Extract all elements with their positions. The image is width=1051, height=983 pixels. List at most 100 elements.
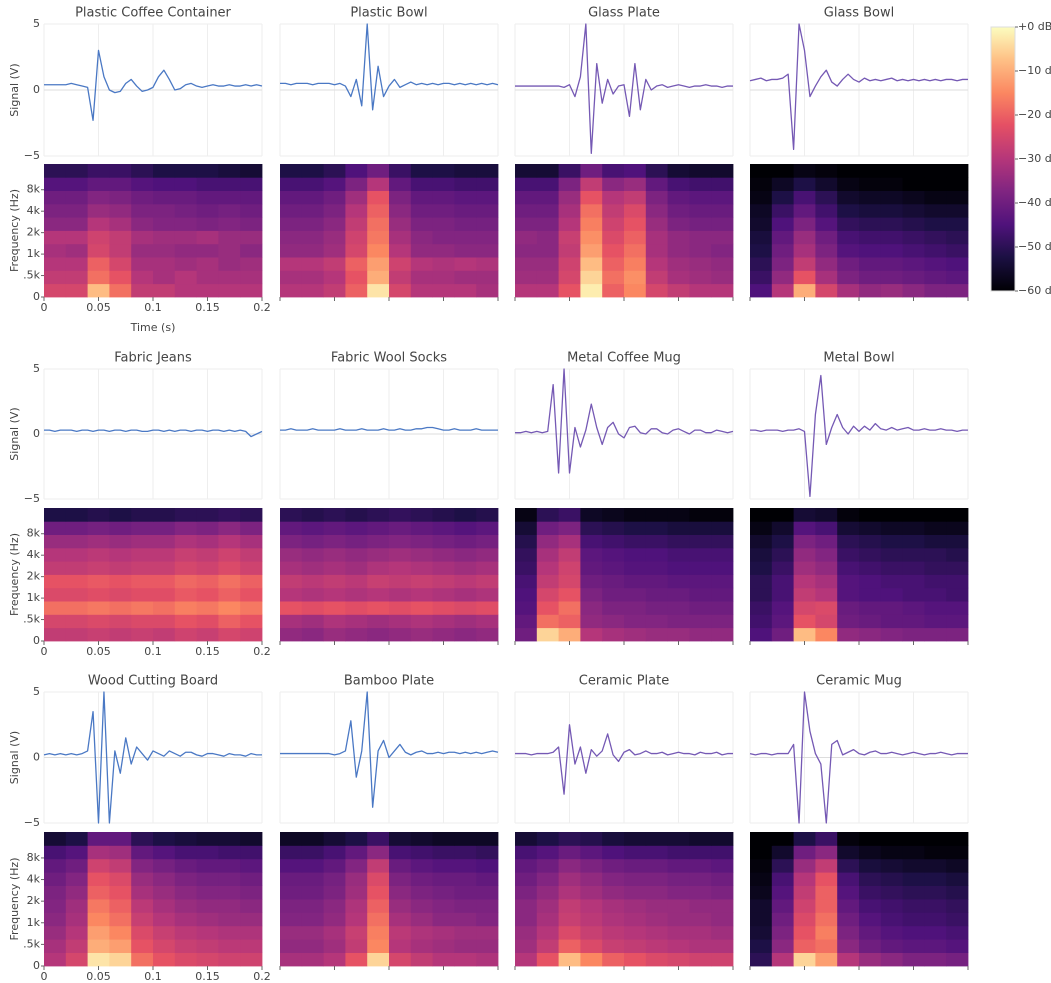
- spectrogram-cell: [197, 912, 219, 926]
- spectrogram-cell: [476, 953, 498, 967]
- spectrogram-cell: [367, 859, 389, 873]
- spectrogram-cell: [433, 204, 455, 218]
- spectrogram-cell: [218, 912, 240, 926]
- spectrogram-cell: [859, 926, 881, 940]
- spectrogram-cell: [175, 204, 197, 218]
- spectrogram-cell: [44, 912, 66, 926]
- spectrogram-cell: [66, 508, 88, 522]
- spectrogram-cell: [624, 548, 646, 562]
- spectrogram-cell: [218, 164, 240, 178]
- spectrogram-cell: [389, 859, 411, 873]
- spectrogram-cell: [559, 177, 581, 191]
- spectrogram-cell: [280, 859, 302, 873]
- spectrogram-cell: [433, 575, 455, 589]
- spectrogram-cell: [646, 628, 668, 642]
- spectrogram-cell: [44, 231, 66, 245]
- spectrogram-cell: [345, 912, 367, 926]
- spectrogram-cell: [367, 257, 389, 271]
- spectrogram-cell: [602, 257, 624, 271]
- spectrogram-cell: [772, 601, 794, 615]
- y-tick-label: 0: [33, 634, 40, 647]
- spectrogram-cell: [175, 177, 197, 191]
- spectrogram-cell: [197, 231, 219, 245]
- spectrogram-cell: [153, 628, 175, 642]
- spectrogram-cell: [837, 575, 859, 589]
- spectrogram-cell: [924, 832, 946, 846]
- spectrogram-cell: [280, 164, 302, 178]
- spectrogram-cell: [218, 231, 240, 245]
- spectrogram-cell: [66, 191, 88, 205]
- spectrogram-cell: [44, 926, 66, 940]
- spectrogram-cell: [218, 177, 240, 191]
- spectrogram-cell: [537, 561, 559, 575]
- spectrogram-cell: [88, 284, 110, 298]
- spectrogram-cell: [946, 164, 968, 178]
- spectrogram-cell: [240, 548, 262, 562]
- spectrogram-cell: [711, 548, 733, 562]
- spectrogram-cell: [454, 204, 476, 218]
- spectrogram-cell: [367, 832, 389, 846]
- spectrogram-cell: [668, 508, 690, 522]
- spectrogram-cell: [476, 164, 498, 178]
- spectrogram-cell: [280, 231, 302, 245]
- spectrogram-cell: [175, 575, 197, 589]
- spectrogram-cell: [153, 886, 175, 900]
- spectrogram-cell: [837, 284, 859, 298]
- spectrogram-cell: [815, 912, 837, 926]
- spectrogram-cell: [772, 217, 794, 231]
- spectrogram-cell: [646, 244, 668, 258]
- spectrogram-cell: [668, 244, 690, 258]
- spectrogram-cell: [367, 614, 389, 628]
- spectrogram-cell: [624, 588, 646, 602]
- spectrogram-cell: [302, 561, 324, 575]
- spectrogram-cell: [367, 872, 389, 886]
- spectrogram-cell: [302, 926, 324, 940]
- spectrogram-cell: [302, 912, 324, 926]
- spectrogram-cell: [859, 832, 881, 846]
- spectrogram-cell: [624, 926, 646, 940]
- spectrogram-cell: [411, 231, 433, 245]
- spectrogram-cell: [218, 601, 240, 615]
- spectrogram-cell: [218, 191, 240, 205]
- spectrogram-cell: [559, 204, 581, 218]
- spectrogram-cell: [345, 548, 367, 562]
- spectrogram-cell: [131, 899, 153, 913]
- spectrogram-cell: [515, 217, 537, 231]
- spectrogram-cell: [772, 859, 794, 873]
- spectrogram-cell: [559, 535, 581, 549]
- y-tick-label: 4k: [27, 204, 41, 217]
- spectrogram-cell: [218, 217, 240, 231]
- spectrogram-cell: [624, 899, 646, 913]
- spectrogram-cell: [602, 953, 624, 967]
- spectrogram-cell: [345, 257, 367, 271]
- spectrogram-cell: [240, 284, 262, 298]
- spectrogram-cell: [580, 217, 602, 231]
- spectrogram-cell: [175, 535, 197, 549]
- spectrogram-cell: [280, 912, 302, 926]
- spectrogram-cell: [44, 521, 66, 535]
- spectrogram-cell: [280, 548, 302, 562]
- spectrogram-cell: [302, 508, 324, 522]
- spectrogram-cell: [280, 561, 302, 575]
- spectrogram-cell: [946, 177, 968, 191]
- spectrogram-cell: [88, 628, 110, 642]
- y-tick-label: 1k: [27, 591, 41, 604]
- spectrogram-cell: [454, 270, 476, 284]
- spectrogram-cell: [131, 521, 153, 535]
- spectrogram-cell: [903, 953, 925, 967]
- spectrogram-cell: [815, 508, 837, 522]
- spectrogram-cell: [559, 164, 581, 178]
- spectrogram-cell: [859, 628, 881, 642]
- spectrogram-cell: [197, 899, 219, 913]
- spectrogram-cell: [837, 845, 859, 859]
- spectrogram-cell: [772, 191, 794, 205]
- spectrogram-cell: [837, 204, 859, 218]
- spectrogram-cell: [815, 257, 837, 271]
- spectrogram-cell: [515, 244, 537, 258]
- spectrogram-cell: [454, 284, 476, 298]
- spectrogram-cell: [280, 217, 302, 231]
- spectrogram-cell: [946, 588, 968, 602]
- spectrogram-cell: [924, 899, 946, 913]
- spectrogram-cell: [389, 204, 411, 218]
- spectrogram-cell: [433, 845, 455, 859]
